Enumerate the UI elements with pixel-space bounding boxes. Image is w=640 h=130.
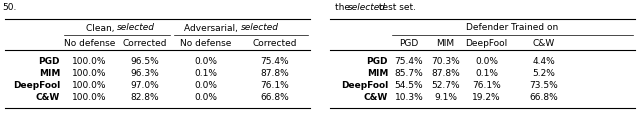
Text: No defense: No defense xyxy=(180,38,232,47)
Text: MIM: MIM xyxy=(367,70,388,79)
Text: 52.7%: 52.7% xyxy=(431,82,460,90)
Text: 87.8%: 87.8% xyxy=(431,70,460,79)
Text: 66.8%: 66.8% xyxy=(530,93,558,102)
Text: PGD: PGD xyxy=(38,57,60,67)
Text: Corrected: Corrected xyxy=(253,38,297,47)
Text: 5.2%: 5.2% xyxy=(532,70,556,79)
Text: C&W: C&W xyxy=(36,93,60,102)
Text: C&W: C&W xyxy=(364,93,388,102)
Text: the: the xyxy=(335,4,353,12)
Text: PGD: PGD xyxy=(367,57,388,67)
Text: 100.0%: 100.0% xyxy=(72,93,107,102)
Text: PGD: PGD xyxy=(399,38,419,47)
Text: selected: selected xyxy=(241,24,279,32)
Text: 87.8%: 87.8% xyxy=(260,70,289,79)
Text: 75.4%: 75.4% xyxy=(395,57,423,67)
Text: 10.3%: 10.3% xyxy=(395,93,424,102)
Text: 76.1%: 76.1% xyxy=(260,82,289,90)
Text: 100.0%: 100.0% xyxy=(72,82,107,90)
Text: 75.4%: 75.4% xyxy=(260,57,289,67)
Text: 4.4%: 4.4% xyxy=(532,57,556,67)
Text: 19.2%: 19.2% xyxy=(472,93,501,102)
Text: 100.0%: 100.0% xyxy=(72,57,107,67)
Text: 85.7%: 85.7% xyxy=(395,70,424,79)
Text: 96.5%: 96.5% xyxy=(130,57,159,67)
Text: 66.8%: 66.8% xyxy=(260,93,289,102)
Text: 0.1%: 0.1% xyxy=(475,70,498,79)
Text: selected: selected xyxy=(117,24,155,32)
Text: Adversarial,: Adversarial, xyxy=(184,24,241,32)
Text: Corrected: Corrected xyxy=(122,38,167,47)
Text: Clean,: Clean, xyxy=(86,24,117,32)
Text: Defender Trained on: Defender Trained on xyxy=(467,24,559,32)
Text: selected: selected xyxy=(348,4,386,12)
Text: DeepFool: DeepFool xyxy=(340,82,388,90)
Text: 96.3%: 96.3% xyxy=(130,70,159,79)
Text: 0.0%: 0.0% xyxy=(195,82,218,90)
Text: C&W: C&W xyxy=(533,38,555,47)
Text: 82.8%: 82.8% xyxy=(130,93,159,102)
Text: DeepFool: DeepFool xyxy=(13,82,60,90)
Text: 0.0%: 0.0% xyxy=(475,57,498,67)
Text: 9.1%: 9.1% xyxy=(434,93,457,102)
Text: 70.3%: 70.3% xyxy=(431,57,460,67)
Text: No defense: No defense xyxy=(64,38,115,47)
Text: 0.0%: 0.0% xyxy=(195,57,218,67)
Text: MIM: MIM xyxy=(436,38,454,47)
Text: 50.: 50. xyxy=(2,4,17,12)
Text: DeepFool: DeepFool xyxy=(465,38,508,47)
Text: 76.1%: 76.1% xyxy=(472,82,501,90)
Text: 73.5%: 73.5% xyxy=(530,82,558,90)
Text: 100.0%: 100.0% xyxy=(72,70,107,79)
Text: MIM: MIM xyxy=(38,70,60,79)
Text: test set.: test set. xyxy=(376,4,416,12)
Text: 0.0%: 0.0% xyxy=(195,93,218,102)
Text: 97.0%: 97.0% xyxy=(130,82,159,90)
Text: 54.5%: 54.5% xyxy=(395,82,423,90)
Text: 0.1%: 0.1% xyxy=(195,70,218,79)
